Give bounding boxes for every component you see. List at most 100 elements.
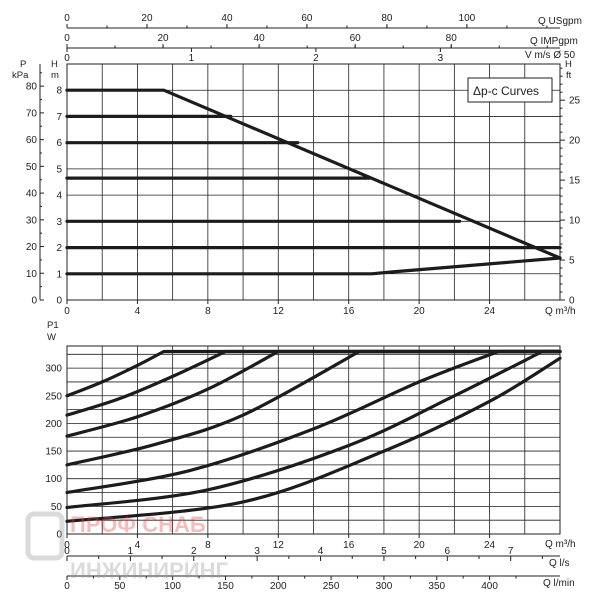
head-tick-label: 7 [56, 112, 62, 123]
feet-tick-label: 15 [569, 176, 581, 187]
watermark-logo: ПРОФ СНАБ ИНЖИНИРИНГ [25, 511, 228, 583]
lmin-tick-label: 200 [270, 581, 287, 592]
feet-axis-label: H [565, 59, 572, 70]
lmin-tick-label: 50 [114, 581, 126, 592]
power-tick-label: 50 [51, 502, 63, 513]
power-chart-x-label: Q m³/h [545, 539, 576, 550]
x-tick-label: 0 [64, 540, 70, 551]
power-axis-label: P1 [47, 320, 59, 331]
x-tick-label: 12 [273, 306, 285, 317]
x-tick-label: 4 [135, 306, 141, 317]
impgpm-tick-label: 0 [64, 33, 70, 44]
ls-tick-label: 0 [64, 546, 70, 557]
feet-tick-label: 10 [569, 216, 581, 227]
power-tick-label: 200 [45, 419, 62, 430]
feet-tick-label: 0 [569, 296, 575, 307]
impgpm-tick-label: 20 [157, 33, 169, 44]
lmin-tick-label: 350 [428, 581, 445, 592]
axes [39, 27, 560, 577]
power-tick-label: 0 [56, 530, 62, 541]
ls-tick-label: 3 [254, 546, 260, 557]
ls-tick-label: 6 [445, 546, 451, 557]
x-tick-label: 16 [343, 540, 355, 551]
usgpm-tick-label: 40 [221, 13, 233, 24]
head-curve-7 [65, 256, 562, 276]
usgpm-tick-label: 80 [381, 13, 393, 24]
x-tick-label: 12 [273, 540, 285, 551]
power-curve-3 [65, 349, 562, 438]
x-tick-label: 16 [343, 306, 355, 317]
bottom-axis-2-label: Q l/min [543, 578, 575, 589]
lmin-tick-label: 250 [323, 581, 340, 592]
pressure-tick-label: 50 [26, 162, 38, 173]
power-curves [65, 349, 562, 523]
ls-tick-label: 1 [128, 546, 134, 557]
pressure-tick-label: 10 [26, 269, 38, 280]
legend: Δp-c Curves [467, 77, 553, 103]
pressure-tick-label: 70 [26, 108, 38, 119]
velocity-tick-label: 1 [189, 53, 195, 64]
x-tick-label: 20 [414, 540, 426, 551]
power-tick-label: 300 [45, 364, 62, 375]
power-curve-6 [65, 349, 562, 510]
head-axis-label-m: m [51, 70, 59, 81]
head-tick-label: 0 [56, 296, 62, 307]
pressure-axis-label: P [20, 59, 26, 70]
head-tick-label: 5 [56, 164, 62, 175]
pressure-tick-label: 80 [26, 82, 38, 93]
feet-tick-label: 25 [569, 96, 581, 107]
top-axis-1-label: Q USgpm [538, 16, 582, 27]
lmin-tick-label: 0 [64, 581, 70, 592]
x-tick-label: 0 [64, 306, 70, 317]
impgpm-tick-label: 60 [350, 33, 362, 44]
power-curve-4 [65, 349, 562, 467]
pressure-tick-label: 40 [26, 189, 38, 200]
legend-label: Δp-c Curves [473, 84, 539, 98]
power-tick-label: 100 [45, 474, 62, 485]
x-tick-label: 8 [205, 540, 211, 551]
power-curve-5 [65, 349, 562, 495]
top-axis-3-label: V m/s Ø 50 [525, 50, 575, 61]
ls-tick-label: 4 [318, 546, 324, 557]
power-curve-1 [65, 349, 562, 398]
impgpm-tick-label: 80 [446, 33, 458, 44]
head-tick-label: 3 [56, 217, 62, 228]
x-tick-label: 4 [135, 540, 141, 551]
pressure-tick-label: 60 [26, 135, 38, 146]
head-curve-1 [65, 88, 562, 260]
impgpm-tick-label: 40 [254, 33, 266, 44]
watermark-line1: ПРОФ СНАБ [70, 512, 206, 537]
usgpm-tick-label: 0 [64, 13, 70, 24]
pressure-tick-label: 30 [26, 215, 38, 226]
head-chart-x-label: Q m³/h [545, 306, 576, 317]
power-tick-label: 150 [45, 447, 62, 458]
x-tick-label: 20 [414, 306, 426, 317]
lmin-tick-label: 300 [376, 581, 393, 592]
watermark-line2: ИНЖИНИРИНГ [70, 558, 228, 583]
head-tick-label: 8 [56, 86, 62, 97]
plot-frame [66, 345, 561, 535]
legend-box [467, 77, 553, 103]
velocity-tick-label: 0 [64, 53, 70, 64]
ls-tick-label: 5 [381, 546, 387, 557]
tick-labels: 0 4 8 12 16 20 2401234567801020304050607080051… [26, 13, 581, 592]
head-tick-label: 6 [56, 138, 62, 149]
lmin-tick-label: 400 [481, 581, 498, 592]
pressure-tick-label: 20 [26, 242, 38, 253]
head-tick-label: 4 [56, 191, 62, 202]
power-chart-grid [66, 345, 561, 535]
lmin-tick-label: 150 [217, 581, 234, 592]
head-curves [65, 88, 562, 276]
pressure-tick-label: 0 [31, 296, 37, 307]
head-tick-label: 2 [56, 243, 62, 254]
usgpm-tick-label: 100 [459, 13, 476, 24]
head-axis-label-h: H [51, 59, 58, 70]
power-axis-unit: W [47, 332, 56, 343]
velocity-tick-label: 3 [438, 53, 444, 64]
head-tick-label: 1 [56, 269, 62, 280]
pressure-axis-unit: kPa [12, 70, 29, 81]
ls-tick-label: 7 [508, 546, 514, 557]
usgpm-tick-label: 20 [141, 13, 153, 24]
top-axis-2-label: Q IMPgpm [530, 36, 578, 47]
